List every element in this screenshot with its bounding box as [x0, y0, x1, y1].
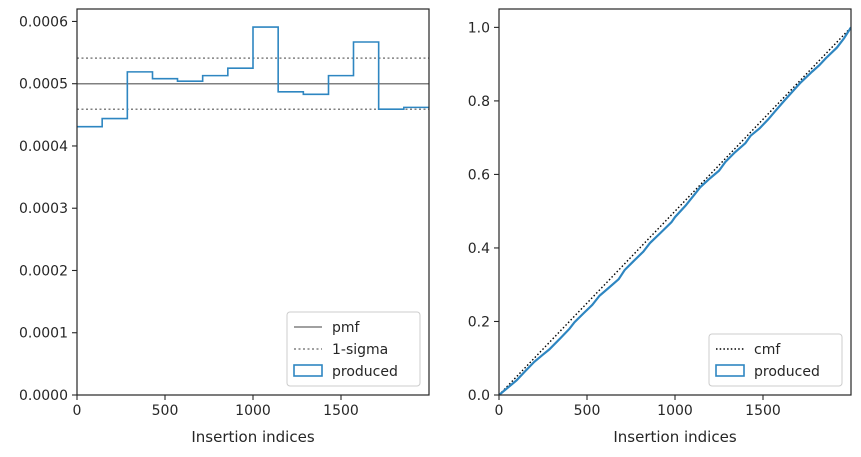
legend: pmf 1-sigma produced — [287, 312, 420, 386]
y-tick-label: 0.4 — [468, 241, 490, 257]
legend: cmf produced — [709, 334, 842, 386]
y-tick-label: 0.0005 — [19, 77, 68, 93]
histogram-bin — [102, 119, 127, 395]
x-tick-label: 0 — [495, 403, 504, 419]
y-tick-label: 0.0002 — [19, 263, 68, 279]
y-tick-label: 1.0 — [468, 20, 490, 36]
histogram-bin — [77, 127, 102, 395]
histogram-bin — [228, 68, 253, 395]
histogram-bin — [177, 81, 202, 395]
legend-label: produced — [754, 364, 820, 380]
y-tick-label: 0.8 — [468, 94, 490, 110]
x-axis-label: Insertion indices — [613, 428, 736, 446]
x-tick-label: 1000 — [235, 403, 271, 419]
produced-step-line — [77, 27, 429, 127]
histogram-bin — [253, 27, 278, 395]
legend-label: cmf — [754, 342, 781, 358]
y-tick-label: 0.0001 — [19, 326, 68, 342]
x-tick-label: 500 — [152, 403, 179, 419]
legend-label: pmf — [332, 320, 361, 336]
chart-panel-2: 0 500 1000 1500 0.0 0.2 0.4 0.6 0.8 1.0 Insertion … — [468, 9, 851, 446]
chart-panel-1: 0 500 1000 1500 0.0000 0.0001 0.0002 0.0003 0.00… — [19, 9, 429, 446]
histogram-bin — [153, 79, 178, 395]
y-tick-label: 0.2 — [468, 314, 490, 330]
y-tick-label: 0.0 — [468, 388, 490, 404]
histogram-bin — [203, 76, 228, 395]
histogram-bin — [127, 72, 152, 395]
legend-label: produced — [332, 364, 398, 380]
x-tick-label: 1500 — [745, 403, 781, 419]
y-tick-label: 0.6 — [468, 167, 490, 183]
x-tick-label: 0 — [73, 403, 82, 419]
legend-label: 1-sigma — [332, 342, 388, 358]
x-axis-label: Insertion indices — [191, 428, 314, 446]
y-tick-label: 0.0003 — [19, 201, 68, 217]
x-tick-label: 1500 — [323, 403, 359, 419]
y-tick-label: 0.0006 — [19, 14, 68, 30]
x-tick-label: 500 — [574, 403, 601, 419]
y-tick-label: 0.0000 — [19, 388, 68, 404]
y-tick-label: 0.0004 — [19, 139, 68, 155]
x-tick-label: 1000 — [657, 403, 693, 419]
